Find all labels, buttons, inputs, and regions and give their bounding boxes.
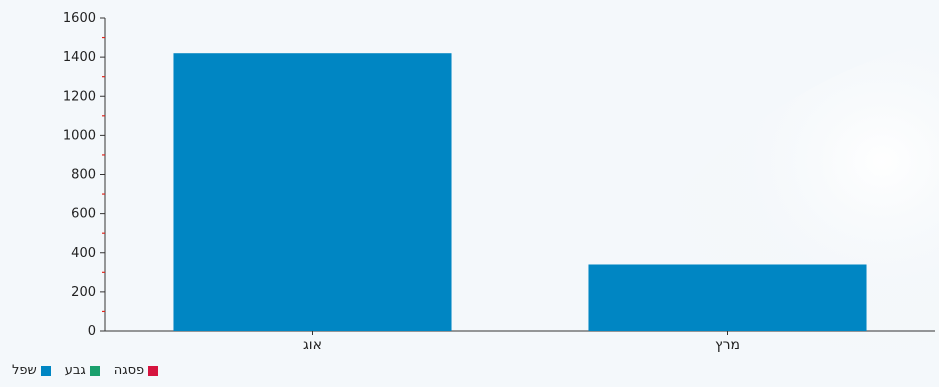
y-tick-label: 0	[88, 324, 96, 339]
bar-1	[173, 53, 452, 332]
y-tick-label: 1000	[63, 128, 96, 143]
legend-label: גבע	[64, 363, 86, 378]
legend-label: פסגה	[113, 363, 145, 378]
legend-item[interactable]: גבע	[65, 363, 100, 378]
legend-label: שפל	[12, 363, 37, 378]
legend-swatch	[89, 365, 100, 376]
legend: שפל גבע פסגה	[12, 363, 159, 378]
y-tick-label: 1600	[63, 11, 96, 26]
legend-item[interactable]: פסגה	[113, 363, 159, 378]
y-tick-label: 200	[71, 285, 96, 300]
y-tick-label: 800	[71, 168, 96, 183]
legend-item[interactable]: שפל	[12, 363, 51, 378]
x-tick-label: מרץ	[715, 337, 740, 353]
y-tick-label: 400	[71, 246, 96, 261]
legend-swatch	[40, 365, 51, 376]
legend-swatch	[148, 365, 159, 376]
y-tick-label: 1200	[63, 89, 96, 104]
y-tick-label: 600	[71, 207, 96, 222]
bar-2	[588, 264, 867, 331]
x-tick-label: אוג	[303, 337, 322, 353]
y-tick-label: 1400	[63, 50, 96, 65]
